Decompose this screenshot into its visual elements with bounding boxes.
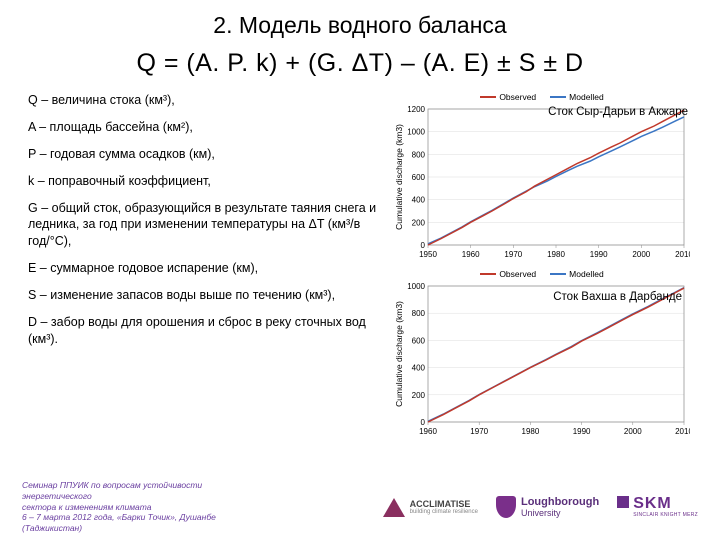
chart-1-overlay-title: Сток Сыр-Дарьи в Акжаре [548, 106, 688, 118]
footer-text: Семинар ППУИК по вопросам устойчивости э… [22, 480, 252, 533]
svg-text:200: 200 [412, 218, 426, 227]
svg-text:1960: 1960 [462, 250, 480, 259]
charts-column: Observed Modelled Сток Сыр-Дарьи в Акжар… [392, 92, 692, 440]
chart-2-legend-observed: Observed [499, 269, 536, 279]
svg-text:1200: 1200 [407, 105, 425, 114]
svg-text:2010: 2010 [675, 250, 690, 259]
svg-text:1990: 1990 [573, 427, 591, 436]
skm-square-icon [617, 496, 629, 508]
chart-2-legend: Observed Modelled [392, 269, 692, 279]
acc-tag: building climate resilience [410, 509, 478, 515]
skm-name: SKM [633, 496, 698, 512]
def-A: A – площадь бассейна (км²), [28, 119, 382, 136]
svg-text:600: 600 [412, 336, 426, 345]
svg-text:2000: 2000 [624, 427, 642, 436]
svg-text:0: 0 [421, 241, 426, 250]
content-row: Q – величина стока (км³), A – площадь ба… [28, 92, 692, 440]
logo-skm: SKM SINCLAIR KNIGHT MERZ [617, 496, 698, 518]
svg-text:1990: 1990 [590, 250, 608, 259]
svg-text:2000: 2000 [632, 250, 650, 259]
chart-1-legend: Observed Modelled [392, 92, 692, 102]
footer-logos: ACCLIMATISE building climate resilience … [383, 496, 698, 518]
slide-title: 2. Модель водного баланса [28, 12, 692, 39]
acc-name: ACCLIMATISE [410, 499, 478, 509]
svg-text:0: 0 [421, 418, 426, 427]
def-S: S – изменение запасов воды выше по течен… [28, 287, 382, 304]
footer-line3: 6 – 7 марта 2012 года, «Барки Точик», Ду… [22, 512, 216, 533]
svg-text:1960: 1960 [419, 427, 437, 436]
svg-text:1000: 1000 [407, 128, 425, 137]
svg-text:1970: 1970 [470, 427, 488, 436]
lb-sub: University [521, 508, 599, 518]
logo-loughborough: Loughborough University [496, 496, 599, 518]
lb-name: Loughborough [521, 496, 599, 508]
svg-text:2010: 2010 [675, 427, 690, 436]
def-E: E – суммарное годовое испарение (км), [28, 260, 382, 277]
svg-text:1000: 1000 [407, 282, 425, 291]
chart-1: 0 200 400 600 800 1000 1200 1950 1960 1970 1980 199… [392, 103, 690, 263]
slide: 2. Модель водного баланса Q = (A. P. k) … [0, 0, 720, 540]
logo-acclimatise: ACCLIMATISE building climate resilience [383, 498, 478, 517]
acclimatise-triangle-icon [383, 498, 405, 517]
svg-text:1980: 1980 [547, 250, 565, 259]
svg-text:600: 600 [412, 173, 426, 182]
chart-2-wrap: Observed Modelled Сток Вахша в Дарбанде … [392, 269, 692, 440]
equation: Q = (A. P. k) + (G. ΔT) – (A. E) ± S ± D [28, 49, 692, 78]
svg-text:Cumulative discharge (km3): Cumulative discharge (km3) [394, 124, 404, 230]
svg-text:1980: 1980 [522, 427, 540, 436]
svg-text:400: 400 [412, 196, 426, 205]
chart-1-wrap: Observed Modelled Сток Сыр-Дарьи в Акжар… [392, 92, 692, 263]
def-Q: Q – величина стока (км³), [28, 92, 382, 109]
footer-line2: сектора к изменениям климата [22, 502, 151, 512]
def-D: D – забор воды для орошения и сброс в ре… [28, 314, 382, 348]
svg-text:400: 400 [412, 364, 426, 373]
loughborough-shield-icon [496, 496, 516, 518]
skm-tag: SINCLAIR KNIGHT MERZ [633, 512, 698, 518]
def-G: G – общий сток, образующийся в результат… [28, 200, 382, 251]
footer: Семинар ППУИК по вопросам устойчивости э… [0, 480, 720, 540]
chart-2-legend-modelled: Modelled [569, 269, 604, 279]
def-P: P – годовая сумма осадков (км), [28, 146, 382, 163]
chart-1-legend-modelled: Modelled [569, 92, 604, 102]
svg-text:800: 800 [412, 309, 426, 318]
svg-text:200: 200 [412, 391, 426, 400]
footer-line1: Семинар ППУИК по вопросам устойчивости э… [22, 480, 202, 501]
svg-text:1950: 1950 [419, 250, 437, 259]
chart-2-overlay-title: Сток Вахша в Дарбанде [553, 291, 682, 303]
svg-text:Cumulative discharge (km3): Cumulative discharge (km3) [394, 301, 404, 407]
svg-text:1970: 1970 [504, 250, 522, 259]
chart-2: 0 200 400 600 800 1000 1960 1970 1980 1990 2000 201… [392, 280, 690, 440]
svg-text:800: 800 [412, 150, 426, 159]
chart-1-legend-observed: Observed [499, 92, 536, 102]
definitions-column: Q – величина стока (км³), A – площадь ба… [28, 92, 382, 440]
def-k: k – поправочный коэффициент, [28, 173, 382, 190]
